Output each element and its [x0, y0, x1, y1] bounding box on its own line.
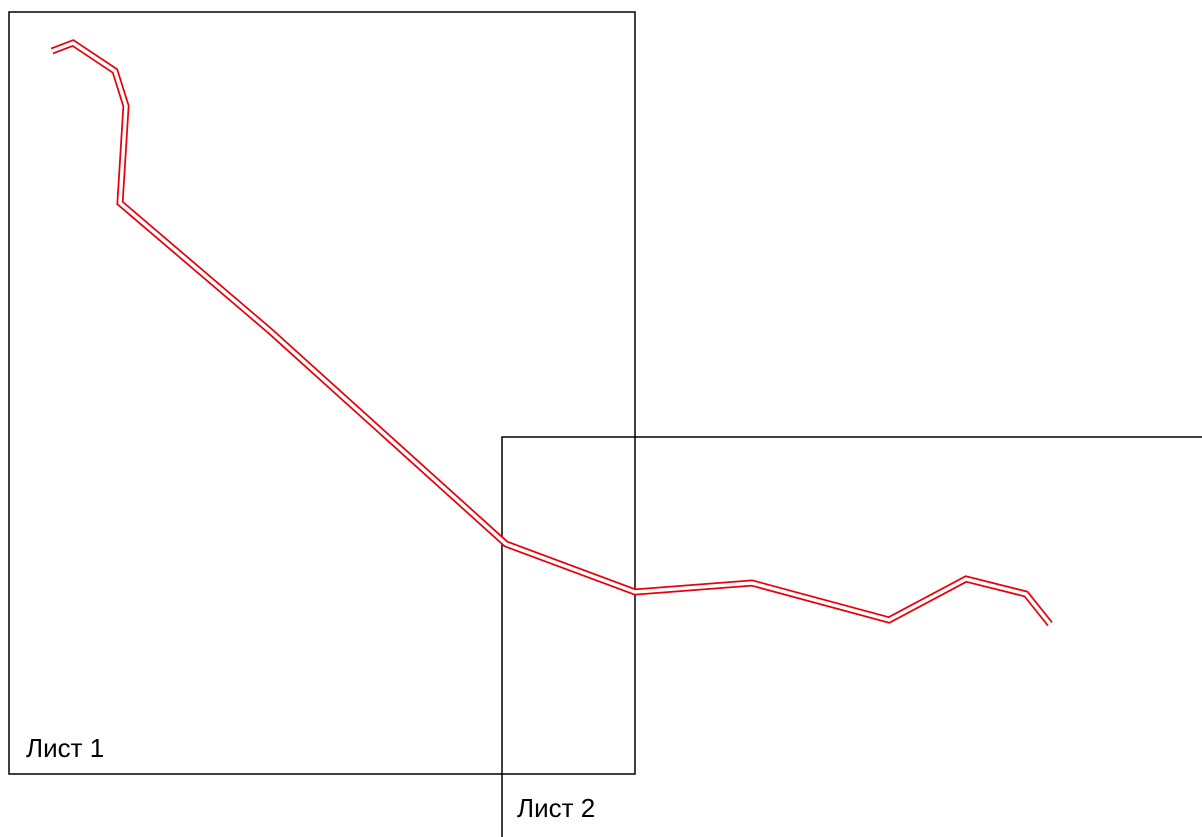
sheet-2-frame [501, 436, 1202, 837]
route-line-outer [50, 39, 1053, 627]
sheet-2-label: Лист 2 [517, 793, 595, 823]
route-line-inner [51, 41, 1052, 626]
route-line [50, 39, 1053, 627]
sheet-1-label: Лист 1 [26, 733, 104, 763]
sheet-1-frame [8, 11, 636, 775]
